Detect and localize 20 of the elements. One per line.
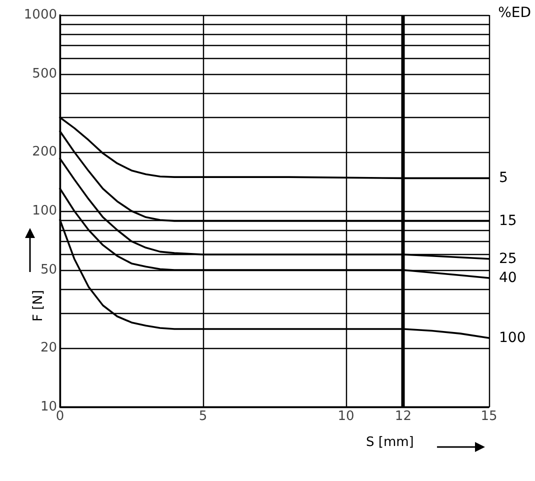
series-label: 40 (499, 270, 517, 286)
x-axis-title: S [mm] (366, 435, 414, 450)
series-label: 5 (499, 170, 508, 186)
series-label: 15 (499, 212, 517, 229)
series-label: 25 (499, 250, 517, 267)
y-tick-label: 20 (40, 340, 57, 356)
y-tick-label: 1000 (24, 8, 57, 22)
x-tick-label: 15 (480, 409, 498, 424)
y-tick-label: 10 (40, 400, 57, 414)
y-axis-title: F [N] (31, 290, 46, 322)
x-tick-label: 12 (394, 409, 412, 424)
x-tick-label: 0 (56, 409, 64, 424)
y-tick-label: 200 (32, 144, 57, 160)
y-tick-label: 100 (32, 204, 57, 218)
y-tick-label: 50 (40, 262, 57, 278)
x-tick-label: 10 (338, 409, 354, 424)
x-tick-label: 5 (198, 409, 208, 424)
series-label: 100 (499, 330, 526, 346)
y-tick-label: 500 (32, 66, 57, 82)
legend-title: %ED (498, 5, 532, 21)
